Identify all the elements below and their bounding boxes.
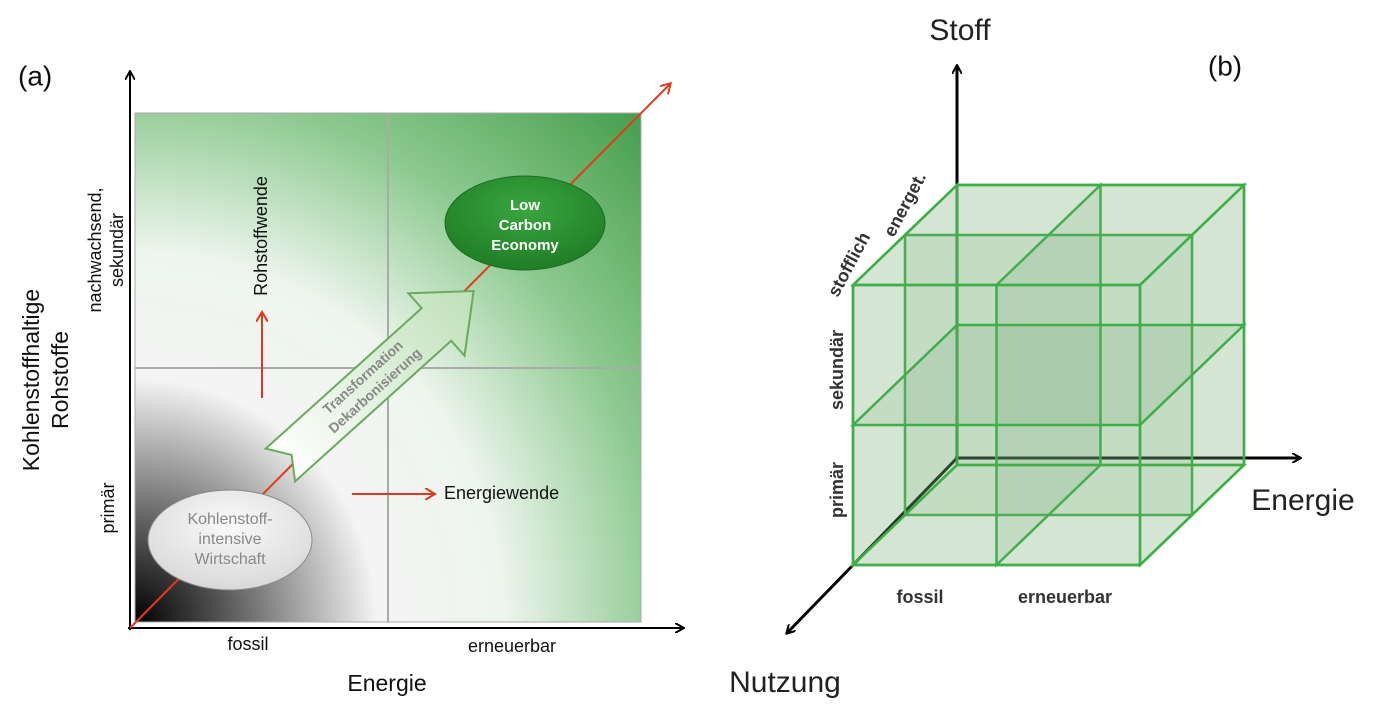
x-category: fossil — [227, 634, 268, 654]
panel-label: (b) — [1208, 50, 1242, 81]
axis-title: Energie — [1251, 484, 1354, 517]
y-axis-title: Rohstoffe — [47, 331, 73, 429]
x-category: erneuerbar — [468, 636, 556, 656]
y-category: nachwachsend, — [85, 187, 105, 312]
target-text: Carbon — [499, 217, 552, 234]
arrow-shape — [263, 289, 475, 484]
target-text: Economy — [491, 237, 559, 254]
axis-title: Nutzung — [729, 666, 841, 699]
energy-category: fossil — [896, 587, 943, 607]
cube-plane — [849, 463, 1248, 567]
y-category: primär — [98, 482, 118, 533]
start-text: Wirtschaft — [194, 551, 266, 568]
y-category: sekundär — [107, 213, 127, 287]
target-text: Low — [510, 197, 540, 214]
axis-title: Stoff — [929, 14, 991, 47]
shift-label: Rohstoffwende — [251, 176, 271, 296]
material-category: sekundär — [827, 330, 847, 410]
material-category: primär — [827, 462, 847, 518]
panel-b: Stoff Energie Nutzung (b) fossil erneuer… — [729, 14, 1355, 699]
start-text: Kohlenstoff- — [187, 511, 272, 528]
cube — [849, 182, 1248, 568]
energy-category: erneuerbar — [1018, 587, 1112, 607]
y-axis-title: Kohlenstoffhaltige — [18, 289, 44, 471]
start-text: intensive — [198, 531, 261, 548]
target-ellipse — [444, 175, 606, 271]
start-ellipse — [147, 489, 313, 591]
panel-label: (a) — [18, 60, 52, 91]
shift-label: Energiewende — [444, 483, 559, 503]
cube-plane — [849, 183, 1248, 287]
cube-plane — [849, 323, 1248, 427]
panel-a: Transformation Dekarbonisierung Low Carb… — [18, 60, 683, 696]
x-axis-title: Energie — [347, 670, 426, 696]
